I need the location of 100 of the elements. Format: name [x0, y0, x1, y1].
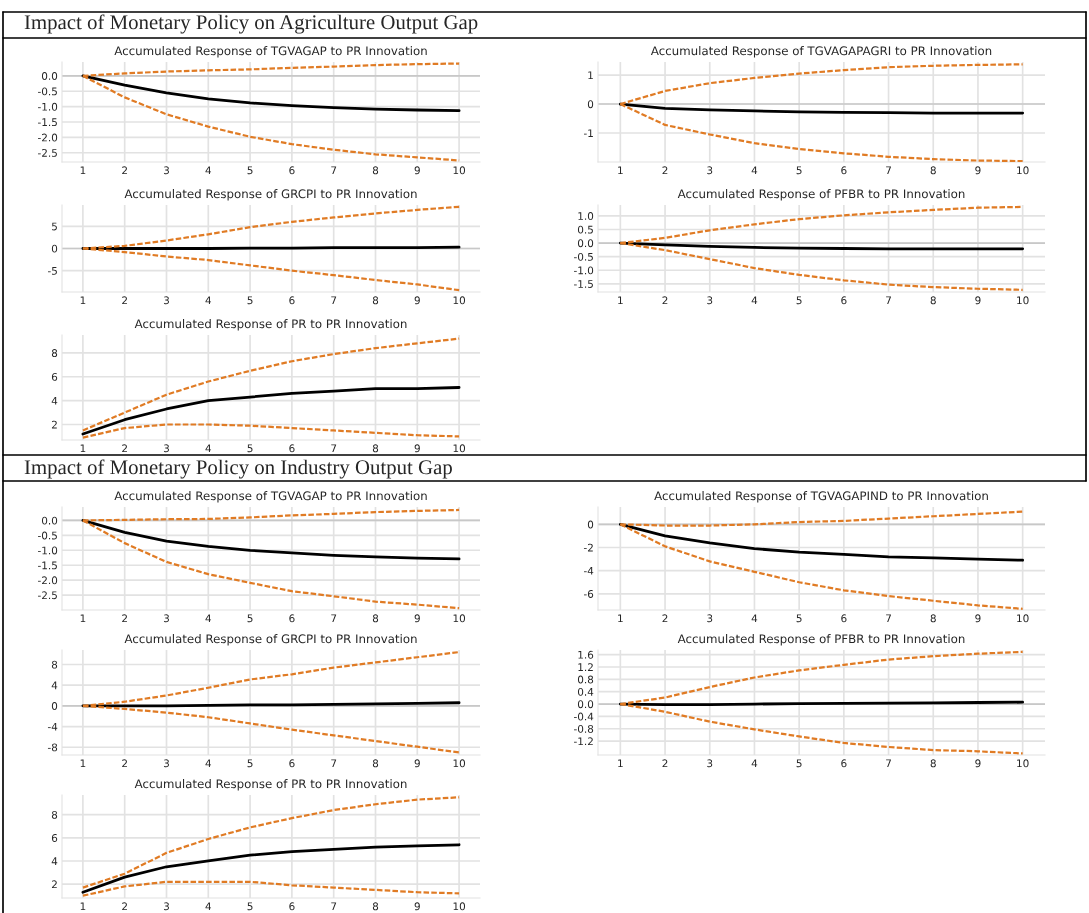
x-tick-label: 5: [796, 614, 802, 623]
x-tick-label: 3: [707, 614, 713, 623]
y-tick-label: 2: [51, 420, 57, 429]
y-tick-label: -2.0: [38, 576, 58, 585]
x-tick-label: 2: [662, 166, 668, 175]
x-tick-label: 6: [289, 296, 295, 305]
x-tick-label: 5: [247, 902, 253, 911]
x-tick-label: 7: [886, 166, 891, 175]
y-tick-label: 1.6: [578, 650, 594, 659]
x-tick-label: 3: [163, 902, 169, 911]
x-tick-label: 10: [453, 759, 466, 768]
line-series: [81, 74, 461, 113]
x-tick-label: 10: [453, 166, 466, 175]
x-tick-label: 9: [975, 614, 981, 623]
x-tick-label: 6: [841, 759, 847, 768]
x-tick-label: 4: [205, 759, 212, 768]
y-tick-label: 0.0: [41, 516, 58, 525]
x-tick-label: 3: [707, 166, 713, 175]
y-tick-label: -4: [583, 567, 594, 575]
x-tick-label: 4: [751, 166, 758, 175]
x-tick-label: 9: [414, 296, 420, 305]
x-tick-label: 5: [247, 296, 253, 305]
x-tick-label: 9: [414, 902, 420, 911]
x-tick-label: 4: [751, 614, 758, 623]
x-tick-label: 2: [122, 759, 127, 768]
line-series: [618, 102, 1025, 115]
y-tick-label: -2.0: [38, 133, 58, 142]
y-tick-label: -1.0: [38, 102, 58, 111]
x-tick-label: 2: [122, 166, 127, 175]
y-tick-label: -2.5: [38, 591, 57, 600]
y-tick-label: -1.5: [38, 118, 57, 127]
y-tick-label: 0: [587, 520, 594, 529]
line-series: [81, 423, 461, 439]
x-tick-label: 10: [1017, 759, 1029, 768]
x-tick-label: 1: [618, 296, 623, 305]
x-tick-label: 4: [205, 902, 212, 911]
x-tick-label: 1: [618, 166, 623, 175]
x-tick-label: 7: [331, 296, 337, 305]
x-tick-label: 1: [80, 444, 86, 453]
chart-title: Accumulated Response of GRCPI to PR Innovation: [124, 634, 417, 646]
line-series: [618, 522, 1025, 562]
x-tick-label: 3: [163, 296, 169, 305]
y-tick-label: -4: [47, 722, 58, 731]
x-tick-label: 10: [453, 614, 466, 623]
line-series: [81, 519, 461, 561]
x-tick-label: 3: [163, 444, 169, 453]
y-tick-label: 0.5: [577, 225, 593, 234]
x-tick-label: 7: [886, 759, 891, 768]
y-tick-label: -1.0: [38, 546, 58, 555]
x-tick-label: 5: [247, 614, 253, 623]
y-tick-label: 0.4: [577, 687, 594, 696]
x-tick-label: 6: [289, 166, 295, 175]
x-tick-label: 3: [163, 166, 169, 175]
x-tick-label: 4: [205, 614, 212, 623]
text: Impact of Monetary Policy on Industry Output Gap: [24, 459, 452, 479]
x-tick-label: 7: [886, 614, 891, 623]
x-tick-label: 6: [289, 759, 295, 768]
x-tick-label: 10: [453, 296, 466, 305]
x-tick-label: 4: [205, 166, 212, 175]
x-tick-label: 5: [247, 166, 253, 175]
x-tick-label: 7: [331, 444, 337, 453]
x-tick-label: 8: [372, 759, 379, 768]
x-tick-label: 1: [80, 166, 86, 175]
x-tick-label: 2: [122, 444, 127, 453]
x-tick-label: 5: [247, 444, 253, 453]
x-tick-label: 10: [1017, 614, 1029, 623]
chart-title: Accumulated Response of PR to PR Innovation: [134, 779, 407, 791]
x-tick-label: 2: [662, 759, 668, 768]
x-tick-label: 9: [414, 166, 420, 175]
chart-title: Accumulated Response of TGVAGAPAGRI to PR Innovation: [650, 46, 992, 58]
x-tick-label: 9: [975, 166, 981, 175]
x-tick-label: 1: [618, 759, 623, 768]
y-tick-label: 1.2: [578, 663, 593, 671]
x-tick-label: 6: [289, 444, 295, 453]
x-tick-label: 8: [372, 444, 379, 453]
x-tick-label: 9: [975, 296, 981, 305]
y-tick-label: -1.0: [574, 266, 594, 275]
x-tick-label: 3: [707, 296, 713, 305]
y-tick-label: -1.5: [38, 561, 57, 570]
y-tick-label: 8: [51, 660, 58, 669]
x-tick-label: 5: [796, 166, 802, 175]
x-tick-label: 3: [707, 759, 713, 768]
chart-title: Accumulated Response of TGVAGAPIND to PR Innovation: [654, 491, 988, 503]
y-tick-label: 4: [51, 396, 58, 405]
y-tick-label: -0.5: [574, 252, 593, 261]
y-tick-label: -1: [583, 129, 593, 137]
x-tick-label: 1: [80, 614, 86, 623]
y-tick-label: 0: [51, 702, 58, 710]
y-tick-label: 5: [52, 222, 57, 231]
y-tick-label: 0: [51, 244, 58, 253]
x-tick-label: 3: [163, 759, 169, 768]
x-tick-label: 2: [662, 614, 668, 623]
x-tick-label: 5: [796, 296, 802, 305]
y-tick-label: 1.0: [578, 212, 594, 220]
x-tick-label: 2: [122, 614, 127, 623]
y-tick-label: -2: [583, 543, 593, 552]
x-tick-label: 6: [841, 296, 847, 305]
text: Impact of Monetary Policy on Agriculture Output Gap: [24, 14, 478, 34]
y-tick-label: -0.5: [38, 531, 57, 540]
x-tick-label: 1: [80, 759, 86, 768]
